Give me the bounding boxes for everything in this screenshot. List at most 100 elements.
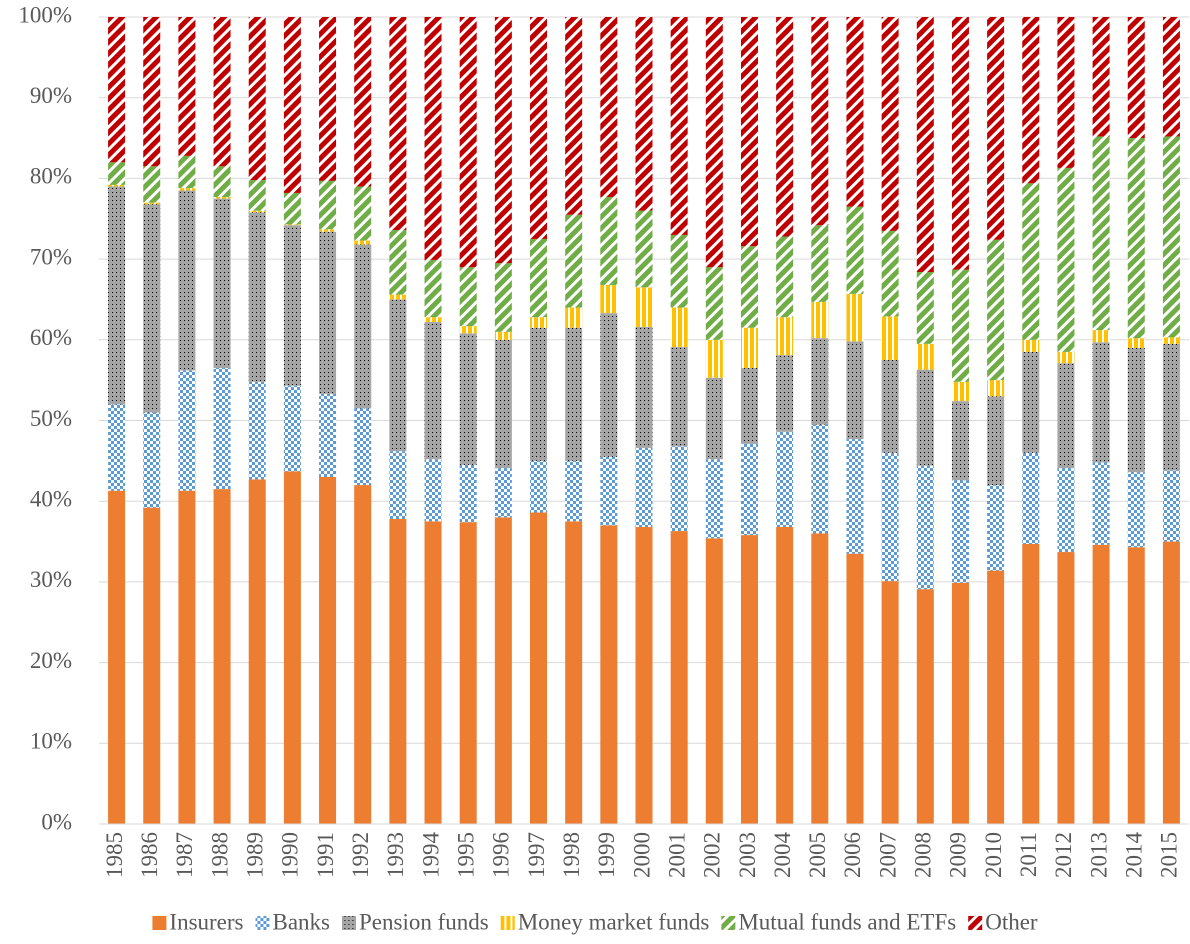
bar-segment [635,326,653,448]
bar-segment [670,531,688,824]
bar-segment [143,202,161,205]
bar-segment [143,412,161,508]
bar-segment [916,589,934,824]
bar-segment [670,234,688,308]
bar-segment [635,210,653,288]
bar-segment [951,582,969,824]
bar-segment [1022,339,1040,352]
bar-segment [319,476,337,824]
bar-segment [459,267,477,327]
x-tick-label: 1999 [594,832,619,878]
bar-segment [987,380,1005,397]
bar-segment [494,468,512,518]
bar-segment [811,301,829,339]
bar-segment [1162,541,1180,824]
bar-segment [1022,351,1040,453]
bar-segment [178,155,196,189]
bar-segment [248,381,266,480]
y-tick-label: 20% [30,648,72,673]
bar-segment [565,307,583,328]
x-tick-label: 1990 [278,832,303,878]
bar-segment [143,166,161,203]
legend-swatch [342,916,357,930]
legend-swatch [255,916,270,930]
bar-segment [1127,138,1145,339]
bar-segment [600,17,618,197]
bar-segment [108,404,126,491]
bar-segment [494,331,512,340]
bar-segment [846,341,864,440]
bar-segment [1162,136,1180,338]
bar-segment [740,327,758,369]
bar-segment [987,17,1005,240]
x-tick-label: 2005 [805,832,830,878]
bar-segment [1127,347,1145,473]
bar-segment [635,287,653,327]
bar-segment [530,512,548,824]
bar-segment [916,465,934,590]
x-tick-label: 2010 [981,832,1006,878]
bar-segment [1162,17,1180,137]
bar-segment [283,471,301,824]
bar-segment [108,490,126,824]
bar-segment [776,527,794,824]
bar-segment [1127,547,1145,824]
bar-segment [283,192,301,225]
bar-segment [494,17,512,264]
bar-segment [670,307,688,348]
bar-segment [811,533,829,824]
legend-swatch [968,916,983,930]
legend-label: Banks [273,909,331,934]
bar-segment [670,17,688,235]
bar-segment [1127,17,1145,139]
bar-segment [565,460,583,522]
bar-segment [740,535,758,824]
bar-segment [600,525,618,824]
legend: Insurers Banks Pension funds Money market f… [152,909,1038,934]
bar-segment [248,212,266,382]
bar-segment [987,396,1005,486]
bar-segment [319,17,337,181]
x-tick-label: 1992 [348,832,373,878]
bar-segment [248,210,266,213]
bar-segment [494,517,512,824]
x-tick-label: 1996 [489,832,514,878]
bar-segment [951,381,969,402]
y-tick-label: 100% [18,2,72,27]
bar-segment [776,317,794,356]
bar-segment [987,570,1005,824]
bar-segment [846,293,864,342]
bar-segment [670,347,688,447]
bar-segment [424,521,442,824]
bar-segment [354,244,372,409]
bar-segment [143,204,161,413]
bar-segment [389,17,407,231]
bar-segment [951,480,969,583]
bar-segment [987,239,1005,381]
x-tick-label: 2015 [1157,832,1182,878]
bar-segment [600,456,618,526]
bar-segment [108,17,126,163]
bar-segment [1162,470,1180,542]
bar-segment [283,17,301,193]
bar-segment [319,231,337,394]
bar-segment [565,327,583,461]
bar-segment [494,339,512,469]
bar-segment [1057,167,1075,352]
bar-segment [389,451,407,519]
bar-segment [705,538,723,824]
bar-segment [1092,462,1110,545]
bar-segment [213,196,231,199]
x-tick-label: 2007 [875,832,900,878]
bar-segment [705,377,723,460]
bar-segment [776,17,794,237]
y-tick-label: 40% [30,486,72,511]
x-tick-label: 1991 [313,832,338,878]
legend-label: Pension funds [359,909,489,934]
bar-segment [459,333,477,465]
x-tick-label: 1994 [418,832,443,879]
x-tick-label: 1998 [559,832,584,878]
y-tick-label: 90% [30,83,72,108]
bar-segment [283,225,301,386]
bar-segment [424,17,442,260]
